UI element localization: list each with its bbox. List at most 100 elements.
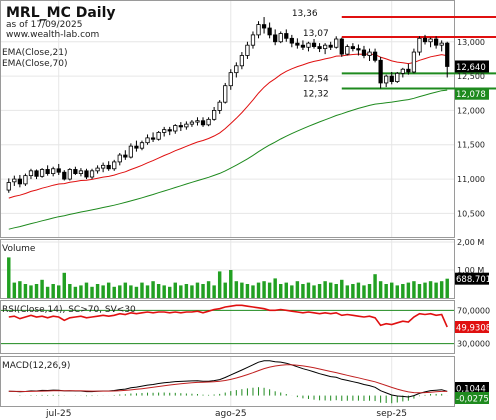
candle-body [406,68,411,73]
volume-bar [184,284,189,298]
candle-body [306,42,311,48]
volume-bar [51,284,55,298]
candle-body [12,178,17,183]
volume-bar [351,284,355,298]
volume-bar [223,282,227,298]
candle-body [139,142,145,149]
price-tick-label: 13,000 [457,38,485,47]
volume-bar [217,271,222,298]
volume-bar [295,281,300,298]
price-panel [0,0,455,238]
volume-bar [62,272,66,298]
x-tick-label: ago-25 [215,409,247,419]
macd-signal-badge-bg [455,392,489,404]
volume-bar [23,284,28,298]
volume-bar [145,285,150,298]
volume-bar [90,286,94,298]
volume-bar [262,281,266,298]
volume-bar [373,274,377,298]
macd-series [8,360,448,404]
volume-bar [18,281,22,298]
candle-body [378,59,383,84]
volume-bar [284,282,288,298]
candle-body [167,129,172,132]
price-grid [1,1,454,406]
volume-bar [112,286,116,298]
volume-bar [190,285,194,298]
volume-bar [340,279,344,298]
volume-bar [345,285,350,298]
volume-bar [412,281,416,298]
candle-body [39,169,45,177]
volume-bar [229,270,233,298]
volume-bar [201,284,205,298]
candle-body [17,178,22,185]
candle-body [328,44,333,48]
volume-bar [417,284,422,298]
volume-tick-label: 1,00 M [457,266,484,275]
price-tick-label: 12,500 [457,72,485,81]
volume-bar [434,282,438,298]
candle-body [439,42,444,46]
candle-body [84,170,89,178]
candle-body [200,120,206,126]
macd-signal-line [8,364,448,394]
candle-body [234,65,239,74]
candle-body [89,170,95,178]
last-close-badge: 12,640 [456,63,486,73]
volume-bar [256,282,261,298]
volume-bar [306,282,311,298]
volume-bar [328,282,333,298]
candle-body [112,161,117,170]
volume-bar [173,282,177,298]
candle-body [62,171,67,180]
volume-bar [267,282,272,298]
volume-bar [279,284,283,298]
volume-bar [439,281,444,298]
volume-tick-label: 2,00 M [457,238,484,247]
candle-body [428,38,433,43]
volume-bars [7,257,449,298]
candle-body [239,55,244,67]
volume-badge-bg [455,272,489,285]
level-label: 12,54 [303,74,329,84]
ema21-badge: 12,078 [456,90,486,100]
candle-body [384,75,389,84]
volume-bar [40,279,44,298]
candle-body [150,137,156,140]
volume-bar [423,282,427,298]
candle-body [400,68,405,74]
ema70-line [8,89,448,230]
rsi-line [8,304,448,328]
candle-body [156,131,161,140]
macd-badge-bg [455,382,489,394]
candle-body [334,38,339,48]
candle-body [195,120,200,123]
candle-body [345,46,350,55]
candlesticks [6,17,450,193]
volume-bar [384,284,388,298]
candle-body [300,44,306,48]
volume-bar [445,278,449,298]
candle-body [28,170,34,177]
candle-body [23,175,28,185]
x-axis: jul-25 ago-25 sep-25 [45,409,407,419]
candle-body [228,72,233,87]
volume-bar [162,285,166,298]
last-close-badge-bg [455,60,489,73]
candle-body [295,42,300,46]
volume-bar [240,282,244,298]
price-tick-label: 11,000 [457,175,485,184]
candle-body [284,33,289,39]
volume-bar [84,282,89,298]
candle-body [356,48,361,51]
candle-body [134,145,139,149]
macd-signal-badge: -0,0275 [456,395,489,405]
candle-body [189,121,195,125]
volume-bar [101,285,105,298]
volume-bar [106,282,111,298]
candle-body [245,44,250,56]
candle-body [6,182,11,191]
volume-bar [401,284,405,298]
